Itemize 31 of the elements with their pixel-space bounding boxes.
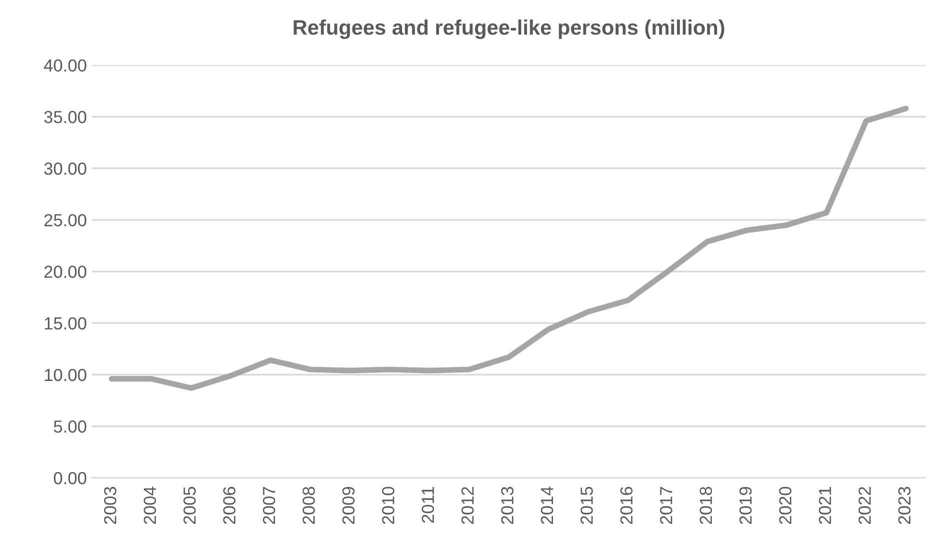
x-tick-label: 2014 bbox=[540, 486, 554, 524]
y-tick-label: 0.00 bbox=[54, 472, 86, 484]
y-tick-label: 25.00 bbox=[44, 214, 86, 226]
y-tick-label: 30.00 bbox=[44, 162, 86, 175]
x-tick-label: 2015 bbox=[580, 486, 593, 524]
y-tick-label: 35.00 bbox=[44, 110, 86, 124]
y-tick-label: 40.00 bbox=[44, 59, 86, 72]
x-tick-label: 2009 bbox=[342, 486, 355, 524]
x-tick-label: 2023 bbox=[898, 486, 911, 524]
x-tick-label: 2003 bbox=[104, 486, 116, 524]
x-tick-label: 2005 bbox=[183, 486, 196, 524]
y-tick-label: 10.00 bbox=[44, 368, 86, 382]
x-tick-label: 2013 bbox=[501, 486, 514, 524]
x-tick-label: 2017 bbox=[660, 487, 672, 524]
chart-title: Refugees and refugee-like persons (million) bbox=[294, 20, 724, 40]
x-tick-label: 2019 bbox=[739, 486, 752, 524]
x-tick-label: 2018 bbox=[700, 486, 712, 524]
y-tick-label: 15.00 bbox=[44, 317, 86, 330]
x-tick-label: 2008 bbox=[302, 486, 315, 524]
x-tick-label: 2016 bbox=[620, 486, 633, 524]
x-tick-label: 2004 bbox=[144, 486, 156, 524]
x-tick-label: 2020 bbox=[779, 486, 792, 524]
x-tick-label: 2007 bbox=[262, 487, 276, 524]
x-tick-label: 2010 bbox=[382, 486, 394, 524]
x-tick-label: 2012 bbox=[461, 487, 474, 524]
x-tick-label: 2021 bbox=[818, 487, 832, 524]
x-tick-label: 2011 bbox=[422, 487, 434, 523]
x-tick-label: 2006 bbox=[223, 486, 236, 524]
x-tick-label: 2022 bbox=[858, 487, 871, 524]
y-tick-label: 5.00 bbox=[54, 420, 86, 433]
y-tick-label: 20.00 bbox=[44, 266, 86, 278]
